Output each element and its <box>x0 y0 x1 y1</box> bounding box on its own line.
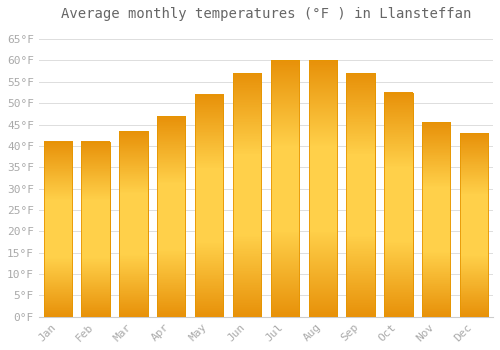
Bar <box>233 73 261 317</box>
Bar <box>119 131 148 317</box>
Bar <box>422 122 450 317</box>
Bar <box>82 142 110 317</box>
Bar <box>195 94 224 317</box>
Bar <box>270 61 299 317</box>
Bar <box>308 61 337 317</box>
Bar <box>422 122 450 317</box>
Bar <box>195 94 224 317</box>
Bar <box>44 142 72 317</box>
Bar <box>119 131 148 317</box>
Bar <box>346 73 375 317</box>
Bar <box>346 73 375 317</box>
Bar <box>270 61 299 317</box>
Bar <box>384 92 412 317</box>
Bar <box>44 142 72 317</box>
Bar <box>460 133 488 317</box>
Title: Average monthly temperatures (°F ) in Llansteffan: Average monthly temperatures (°F ) in Ll… <box>60 7 471 21</box>
Bar <box>233 73 261 317</box>
Bar <box>460 133 488 317</box>
Bar <box>384 92 412 317</box>
Bar <box>308 61 337 317</box>
Bar <box>157 116 186 317</box>
Bar <box>82 142 110 317</box>
Bar <box>157 116 186 317</box>
